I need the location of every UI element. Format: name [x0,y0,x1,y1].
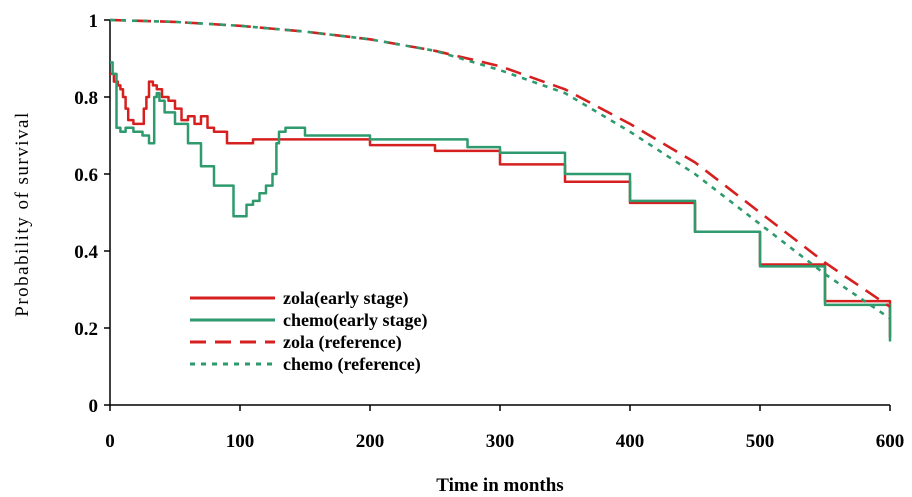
x-tick-label: 600 [876,431,905,452]
legend-label-3: chemo (reference) [283,354,421,375]
legend: zola(early stage)chemo(early stage)zola … [190,288,427,375]
y-tick-label: 0.4 [74,242,98,263]
y-tick-label: 0.2 [74,319,98,340]
series-layer [109,18,892,342]
series-line-0 [110,72,892,338]
x-tick-label: 300 [486,431,515,452]
x-ticks: 0 100 200 300 400 500 600 [105,405,904,452]
x-tick-label: 200 [356,431,385,452]
legend-label-1: chemo(early stage) [283,310,427,331]
x-tick-label: 0 [105,431,115,452]
y-axis-title: Probability of survival [12,111,33,316]
series-line-2 [109,18,891,308]
legend-label-0: zola(early stage) [283,288,408,309]
x-tick-label: 400 [616,431,645,452]
x-tick-label: 500 [746,431,775,452]
x-axis-title: Time in months [436,475,563,496]
y-tick-label: 0.8 [74,88,98,109]
y-tick-label: 1 [89,11,99,32]
axes [109,20,890,406]
y-tick-label: 0 [89,396,99,417]
series-line-3 [109,18,891,320]
series-line-1 [110,61,892,342]
y-ticks: 0 0.2 0.4 0.6 0.8 1 [74,11,110,417]
legend-label-2: zola (reference) [283,332,402,353]
x-tick-label: 100 [226,431,255,452]
y-tick-label: 0.6 [74,165,98,186]
